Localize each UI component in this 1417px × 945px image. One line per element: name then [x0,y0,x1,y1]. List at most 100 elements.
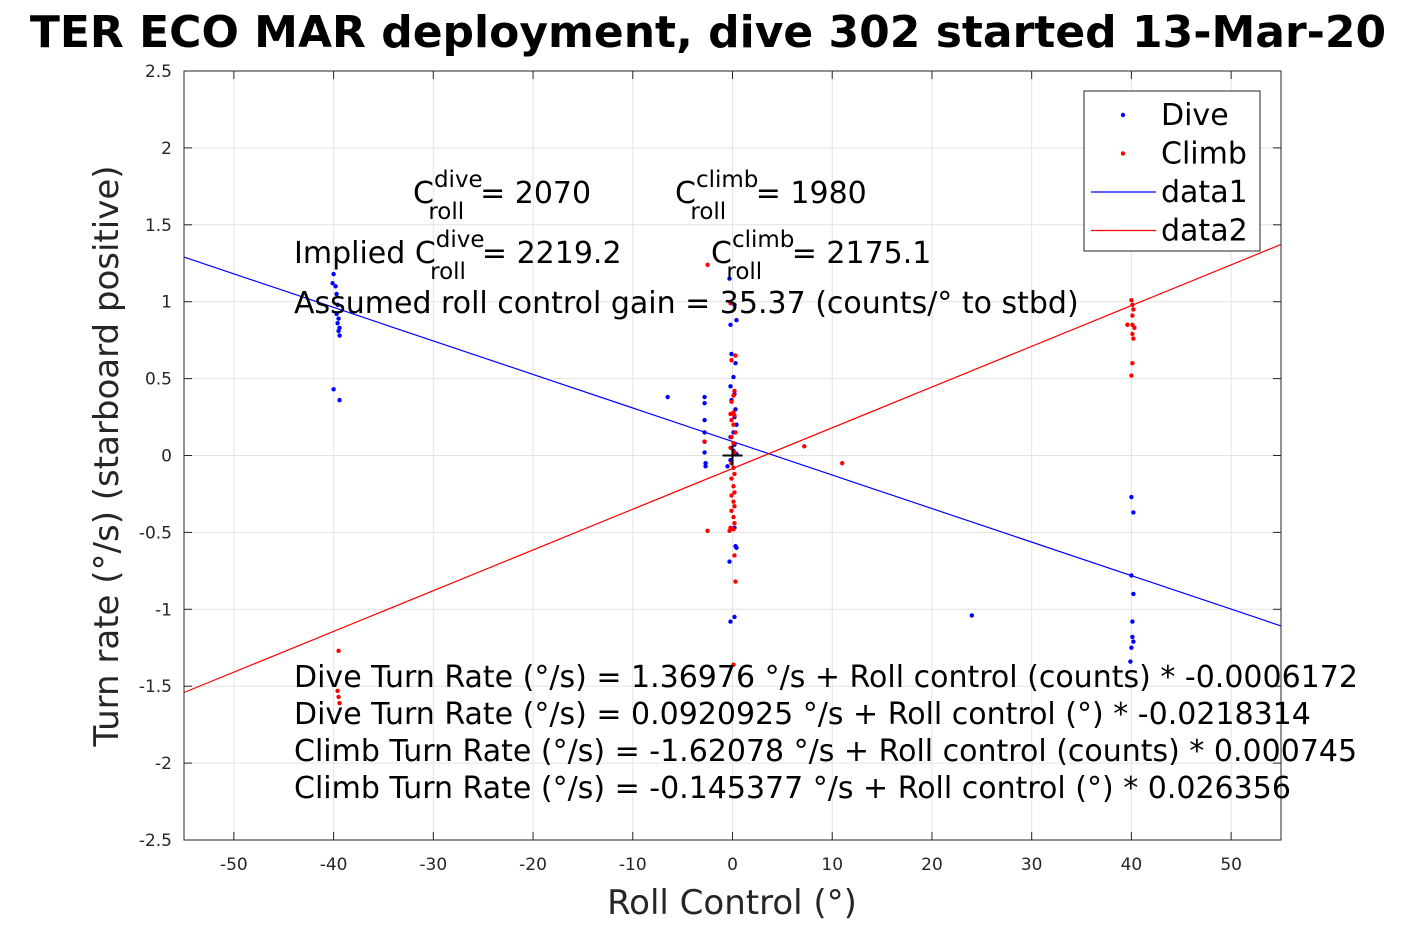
dive-point [734,317,739,323]
legend-swatch-Climb [1120,151,1126,156]
annotation-eq3: Climb Turn Rate (°/s) = -1.62078 °/s + R… [294,734,1357,769]
climb-point [731,465,736,471]
annotation-superscript: dive [434,167,483,193]
climb-point [802,444,807,449]
y-tick-labels: 2.5 2 1.5 1 0.5 0 -0.5 -1 -1.5 -2 -2.5 [139,62,172,851]
climb-point [336,648,341,654]
annotation-eq4: Climb Turn Rate (°/s) = -0.145377 °/s + … [294,771,1291,806]
dive-point [334,311,339,317]
climb-point [729,357,734,363]
annotation-subscript: roll [690,199,726,225]
plot-frame [183,70,1282,841]
legend-label-Climb: Climb [1161,137,1247,172]
climb-point [732,553,737,558]
annotation-value: = 2175.1 [782,236,931,271]
climb-point [1130,302,1135,307]
y-tick-label: -2 [155,754,172,774]
dive-point [728,322,733,327]
climb-point [728,411,733,417]
legend-label-data2: data2 [1161,214,1248,249]
climb-point [732,413,737,418]
annotation-implied-dive: Implied Cdive roll = 2219.2 [294,227,622,285]
y-tick-label: -1 [155,600,172,620]
climb-point [1130,331,1135,337]
climb-point [337,700,342,706]
annotation-eq1: Dive Turn Rate (°/s) = 1.36976 °/s + Rol… [294,660,1358,695]
dive-point [702,417,707,423]
climb-point [731,440,736,446]
climb-point [732,471,737,477]
y-tick-label: -0.5 [139,523,172,543]
dive-point [336,316,341,321]
dive-point [665,394,670,400]
x-tick-label: -10 [619,855,647,875]
dive-point [335,321,340,326]
climb-point [729,508,734,514]
dive-point [331,387,336,392]
x-tick-label: 30 [1021,855,1043,875]
climb-point [731,484,736,489]
dive-point [1129,494,1134,500]
y-tick-label: 0 [161,447,172,467]
annotation-value: = 2219.2 [472,236,621,271]
dive-point [728,619,733,624]
dive-point [702,394,707,400]
x-tick-label: -30 [419,855,447,875]
annotation-superscript: climb [696,167,758,193]
dive-point [330,281,335,286]
annotation-subscript: roll [726,259,762,285]
annotation-base: C [415,236,436,271]
climb-point [702,439,707,444]
y-tick-label: -1.5 [139,677,172,697]
dive-point [337,397,342,403]
y-tick-label: -2.5 [139,831,172,851]
dive-point [1131,639,1136,644]
climb-point [732,490,737,495]
annotation-c-climb: Cclimb roll = 1980 [675,167,867,225]
y-tick-label: 2 [161,139,172,159]
climb-point [729,417,734,423]
annotation-base: C [711,236,732,271]
annotation-base: C [413,176,434,211]
dive-point [334,291,339,297]
dive-point [1131,510,1136,515]
climb-point [733,353,738,358]
center-marker [722,445,743,466]
climb-point [733,579,738,584]
x-tick-label: 10 [821,855,843,875]
climb-point [840,460,845,466]
dive-point [969,613,975,618]
dive-point [727,559,732,564]
dive-point [337,333,342,338]
annotation-value: = 2070 [471,176,592,211]
dive-point [733,361,738,366]
climb-point [1132,325,1137,331]
annotation-superscript: climb [732,227,794,253]
climb-point [1130,313,1135,318]
x-tick-label: -40 [320,855,348,875]
x-tick-labels: -50 -40 -30 -20 -10 0 10 20 30 40 50 [220,855,1242,875]
y-tick-label: 0.5 [145,370,172,390]
climb-point [732,504,737,509]
dive-point [1128,659,1133,664]
climb-point [729,434,734,440]
climb-point [729,399,734,404]
climb-point [1130,361,1135,366]
data-points [330,262,1137,706]
climb-point [705,528,710,534]
dive-point [728,384,733,389]
legend-swatch-Dive [1120,112,1126,118]
x-tick-label: -20 [519,855,547,875]
annotation-value: = 1980 [746,176,867,211]
climb-point [731,393,736,398]
climb-point [732,388,737,394]
dive-point [702,401,707,406]
climb-point [732,520,737,526]
climb-point [1129,297,1134,303]
annotation-implied-climb: Cclimb roll = 2175.1 [711,227,931,285]
climb-point [731,662,736,667]
climb-point [705,262,710,267]
climb-point [727,528,732,534]
